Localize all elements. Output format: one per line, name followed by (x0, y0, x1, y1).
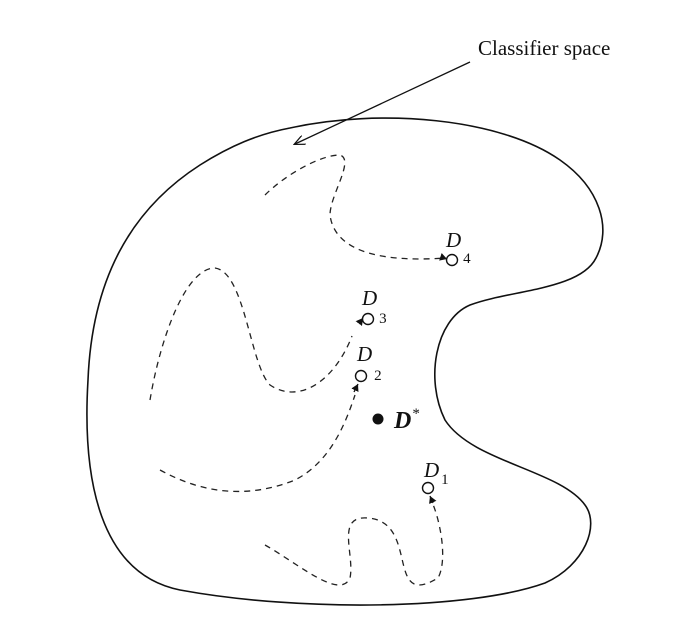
trajectory-to-d3 (149, 267, 353, 401)
label-d-star: D* (393, 406, 420, 434)
label-d4: D4 (445, 228, 471, 267)
node-d1 (421, 481, 435, 495)
trajectory-to-d2 (159, 394, 356, 493)
node-d2 (354, 369, 368, 383)
classifier-space-boundary (86, 117, 604, 606)
d2-arrowhead (351, 383, 359, 393)
classifier-space-arrow (295, 61, 471, 144)
d1-arrowhead (429, 495, 437, 505)
classifier-space-label: Classifier space (478, 36, 610, 60)
node-d4 (445, 253, 459, 267)
trajectory-to-d4 (264, 154, 446, 260)
node-d3 (361, 312, 375, 326)
label-d2: D2 (356, 342, 382, 384)
trajectory-to-d1 (264, 501, 444, 586)
optimum-dot (372, 413, 384, 425)
label-d3: D3 (361, 286, 387, 327)
